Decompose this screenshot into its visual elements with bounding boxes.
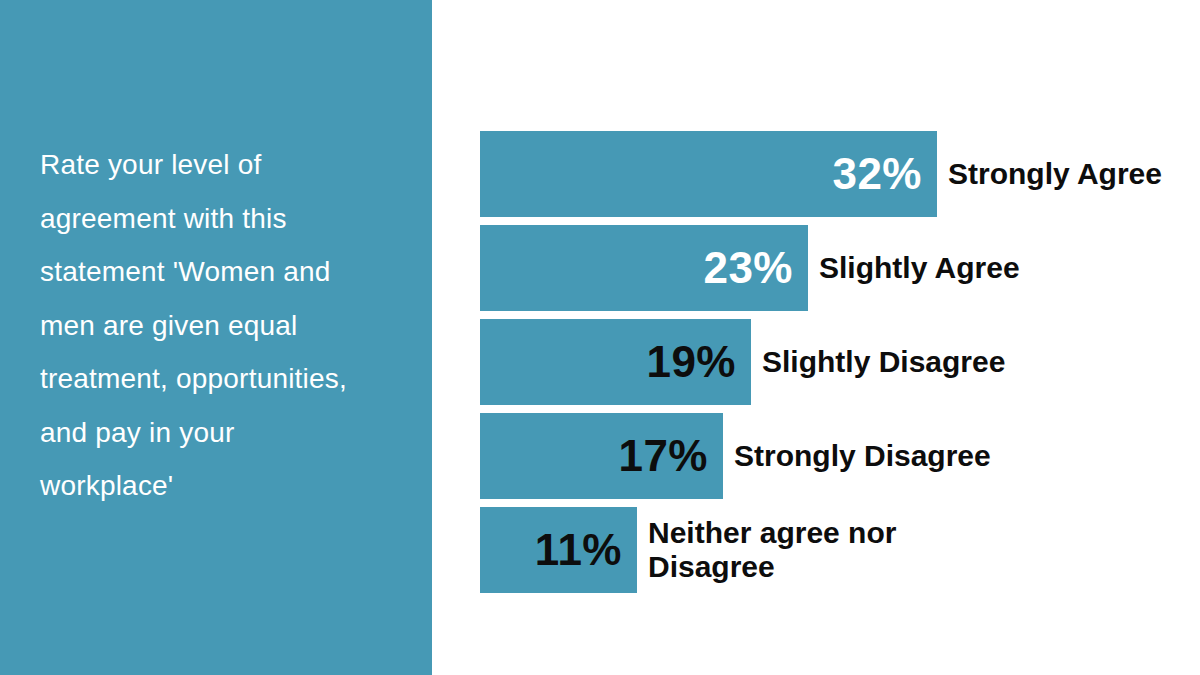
bar-neither-agree-nor-disagree: 11% — [480, 507, 637, 593]
statement-line: treatment, opportunities, — [40, 352, 412, 406]
bar-category-label: Strongly Disagree — [734, 439, 991, 473]
bar-row: 23% Slightly Agree — [480, 225, 1200, 311]
bar-value-label: 32% — [832, 149, 922, 199]
bar-row: 32% Strongly Agree — [480, 131, 1200, 217]
survey-statement: Rate your level ofagreement with thissta… — [40, 138, 412, 513]
bar-row: 17% Strongly Disagree — [480, 413, 1200, 499]
statement-line: workplace' — [40, 459, 412, 513]
statement-line: agreement with this — [40, 192, 412, 246]
statement-line: statement 'Women and — [40, 245, 412, 299]
bar-value-label: 11% — [535, 525, 622, 575]
bar-category-label: Slightly Agree — [819, 251, 1020, 285]
bar-value-label: 19% — [646, 337, 736, 387]
bar-strongly-disagree: 17% — [480, 413, 723, 499]
sidebar: Rate your level ofagreement with thissta… — [0, 0, 432, 675]
bar-value-label: 17% — [618, 431, 708, 481]
statement-line: Rate your level of — [40, 138, 412, 192]
statement-line: men are given equal — [40, 299, 412, 353]
bar-value-label: 23% — [703, 243, 793, 293]
bar-category-label: Strongly Agree — [948, 157, 1162, 191]
bar-slightly-agree: 23% — [480, 225, 808, 311]
bar-chart-rows: 32% Strongly Agree 23% Slightly Agree 19% Sli… — [480, 131, 1200, 593]
slide-canvas: Rate your level ofagreement with thissta… — [0, 0, 1200, 675]
bar-category-label: Slightly Disagree — [762, 345, 1005, 379]
bar-slightly-disagree: 19% — [480, 319, 751, 405]
bar-chart: 32% Strongly Agree 23% Slightly Agree 19% Sli… — [480, 131, 1200, 601]
bar-row: 19% Slightly Disagree — [480, 319, 1200, 405]
bar-row: 11% Neither agree nor Disagree — [480, 507, 1200, 593]
bar-category-label: Neither agree nor Disagree — [648, 516, 968, 584]
bar-strongly-agree: 32% — [480, 131, 937, 217]
statement-line: and pay in your — [40, 406, 412, 460]
